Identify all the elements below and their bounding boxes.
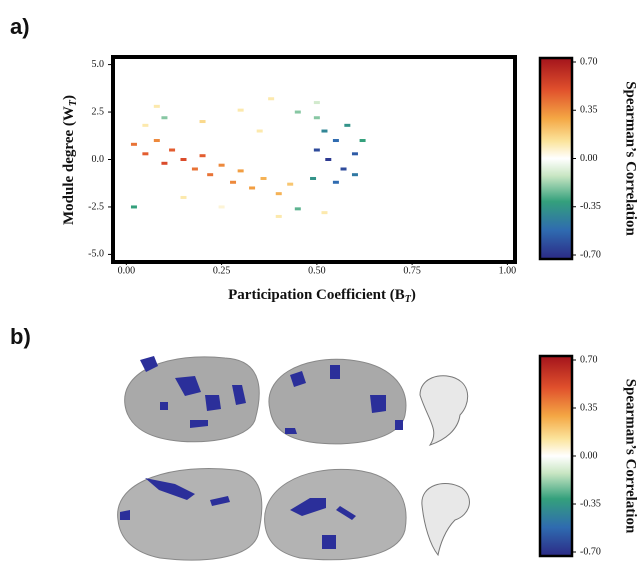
point (275, 214, 282, 218)
point (321, 129, 328, 133)
point (256, 129, 263, 133)
colorbar (538, 56, 574, 261)
point (359, 139, 366, 143)
point (351, 173, 358, 177)
point (218, 163, 225, 167)
point (230, 180, 237, 184)
colorbar-tick-label: 0.35 (580, 105, 598, 116)
point (310, 176, 317, 180)
point (332, 180, 339, 184)
point (260, 176, 267, 180)
y-tick-label: -2.5 (88, 201, 104, 212)
point (249, 186, 256, 190)
colorbar-tick-label: 0.70 (580, 56, 598, 67)
point (351, 152, 358, 156)
colorbar-tick-label: 0.00 (580, 153, 598, 164)
panel-label: b) (10, 324, 31, 349)
point (130, 205, 137, 209)
y-tick-label: -5.0 (88, 249, 104, 260)
colorbar-label: Spearman’s Correlation (623, 379, 639, 534)
point (199, 154, 206, 158)
point (313, 116, 320, 120)
point (287, 182, 294, 186)
point (321, 211, 328, 215)
point (207, 173, 214, 177)
y-tick-label: 0.0 (92, 154, 105, 165)
x-tick-label: 0.00 (118, 265, 136, 276)
point (218, 205, 225, 209)
point (161, 116, 168, 120)
point (275, 192, 282, 196)
point (313, 148, 320, 152)
point (153, 139, 160, 143)
plot-frame (111, 55, 517, 264)
point (237, 169, 244, 173)
point (180, 158, 187, 161)
point (294, 110, 301, 114)
point (237, 108, 244, 112)
colorbar-tick-label: 0.35 (580, 402, 598, 413)
x-tick-label: 1.00 (499, 265, 517, 276)
x-axis-label: Participation Coefficient (BT) (228, 287, 416, 305)
brain-images (117, 356, 470, 561)
point (153, 104, 160, 108)
point (313, 101, 320, 105)
y-tick-label: 5.0 (92, 59, 105, 70)
point (180, 195, 187, 199)
colorbar-tick-label: -0.35 (580, 201, 601, 212)
point (199, 120, 206, 124)
colorbar-tick-label: -0.70 (580, 546, 601, 557)
colorbar-tick-label: 0.00 (580, 450, 598, 461)
colorbar-label: Spearman’s Correlation (623, 81, 639, 236)
point (332, 139, 339, 143)
point (142, 152, 149, 156)
y-axis-label: Module degree (WT) (61, 95, 79, 225)
point (130, 142, 137, 146)
x-tick-label: 0.50 (308, 265, 326, 276)
point (268, 97, 275, 101)
point (161, 161, 168, 165)
colorbar-tick-label: 0.70 (580, 354, 598, 365)
point (294, 207, 301, 211)
colorbar (538, 354, 574, 558)
x-tick-label: 0.75 (403, 265, 421, 276)
point (340, 167, 347, 171)
point (142, 123, 149, 127)
point (191, 167, 198, 171)
point (344, 123, 351, 127)
colorbar-tick-label: -0.70 (580, 249, 601, 260)
point (169, 148, 176, 152)
y-tick-label: 2.5 (92, 106, 105, 117)
colorbar-tick-label: -0.35 (580, 498, 601, 509)
x-tick-label: 0.25 (213, 265, 231, 276)
panel-label: a) (10, 14, 30, 39)
point (325, 158, 332, 161)
